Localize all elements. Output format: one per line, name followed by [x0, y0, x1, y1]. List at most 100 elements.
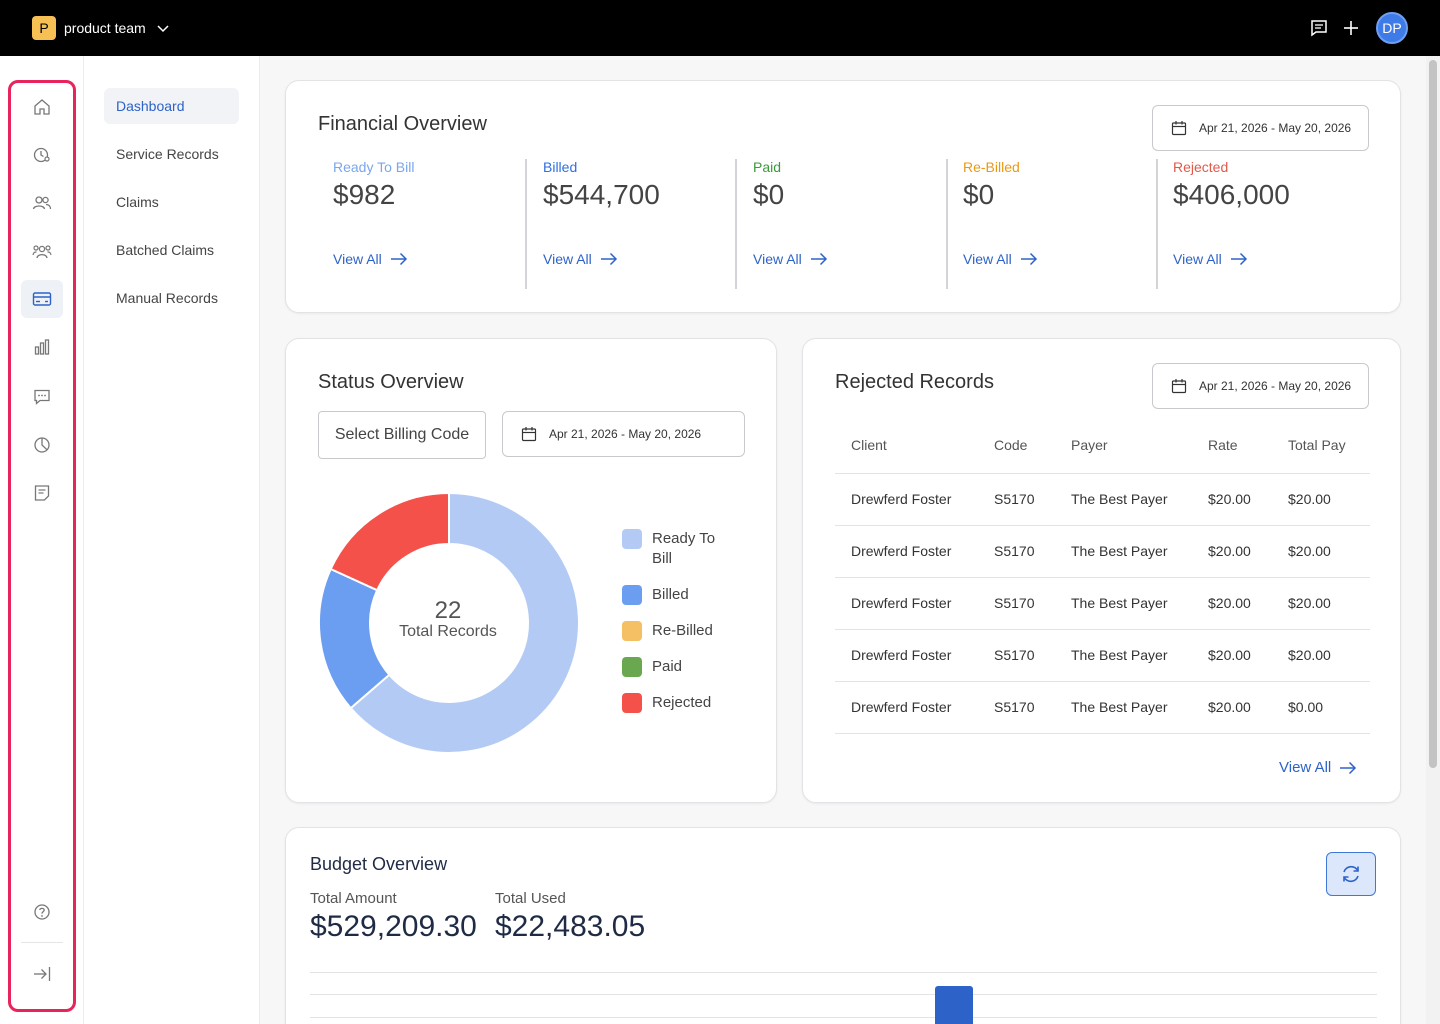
calendar-icon: [521, 427, 537, 442]
arrow-right-icon: [390, 252, 407, 266]
stat-rejected: Rejected $406,000 View All: [1173, 159, 1373, 267]
view-all-link[interactable]: View All: [963, 251, 1038, 267]
subnav-batched-claims[interactable]: Batched Claims: [116, 242, 215, 258]
subnav-claims[interactable]: Claims: [116, 194, 159, 210]
legend-item: Ready To Bill: [622, 529, 732, 569]
cell-payer: The Best Payer: [1055, 681, 1192, 734]
rail-analytics[interactable]: [21, 426, 63, 464]
pie-chart-icon: [34, 437, 50, 453]
legend-item: Billed: [622, 585, 732, 605]
refresh-button[interactable]: [1326, 852, 1376, 896]
rail-messages[interactable]: [21, 378, 63, 416]
rail-team[interactable]: [21, 232, 63, 270]
legend-label: Re-Billed: [652, 622, 713, 639]
arrow-right-icon: [1230, 252, 1247, 266]
view-all-link[interactable]: View All: [1173, 251, 1248, 267]
view-all-link[interactable]: View All: [543, 251, 618, 267]
table-row[interactable]: Drewferd Foster S5170 The Best Payer $20…: [835, 525, 1370, 578]
total-amount-value: $529,209.30: [310, 910, 477, 943]
status-date-range[interactable]: Apr 21, 2026 - May 20, 2026: [502, 411, 745, 457]
budget-overview-card: Budget Overview Total Amount $529,209.30…: [285, 827, 1401, 1024]
stat-label: Re-Billed: [963, 159, 1020, 175]
add-icon[interactable]: [1340, 17, 1362, 39]
billing-code-select[interactable]: Select Billing Code: [318, 411, 486, 459]
cell-code: S5170: [978, 681, 1055, 734]
cell-client: Drewferd Foster: [835, 577, 978, 630]
table-row[interactable]: Drewferd Foster S5170 The Best Payer $20…: [835, 577, 1370, 630]
user-avatar[interactable]: DP: [1376, 12, 1408, 44]
rail-home[interactable]: [21, 88, 63, 126]
rail-clients[interactable]: [21, 184, 63, 222]
cell-total-pay: $0.00: [1272, 681, 1370, 734]
arrow-right-icon: [1340, 761, 1357, 774]
home-icon: [34, 99, 50, 115]
cell-total-pay: $20.00: [1272, 577, 1370, 630]
cell-client: Drewferd Foster: [835, 473, 978, 526]
help-icon: [34, 904, 50, 920]
financial-date-range[interactable]: Apr 21, 2026 - May 20, 2026: [1152, 105, 1369, 151]
rejected-view-all-link[interactable]: View All: [1279, 759, 1357, 776]
rail-notes[interactable]: [21, 474, 63, 512]
cell-code: S5170: [978, 525, 1055, 578]
total-used-label: Total Used: [495, 890, 566, 907]
stat-value: $982: [333, 179, 396, 210]
rejected-date-range[interactable]: Apr 21, 2026 - May 20, 2026: [1152, 363, 1369, 409]
budget-gridline: [310, 1017, 1377, 1018]
legend-swatch: [622, 529, 642, 549]
legend-label: Billed: [652, 586, 689, 603]
cell-payer: The Best Payer: [1055, 473, 1192, 526]
workspace-badge: P: [32, 16, 56, 40]
cell-rate: $20.00: [1192, 577, 1272, 630]
column-header: Total Pay: [1272, 417, 1370, 474]
financial-overview-card: Financial Overview Apr 21, 2026 - May 20…: [285, 80, 1401, 313]
table-row[interactable]: Drewferd Foster S5170 The Best Payer $20…: [835, 681, 1370, 734]
date-range-text: Apr 21, 2026 - May 20, 2026: [1199, 379, 1352, 393]
rejected-records-title: Rejected Records: [835, 371, 994, 393]
stat-re-billed: Re-Billed $0 View All: [963, 159, 1163, 267]
calendar-icon: [1171, 379, 1187, 394]
chat-icon[interactable]: [1308, 17, 1330, 39]
sub-nav: Dashboard Service Records Claims Batched…: [84, 56, 260, 1024]
rail-schedule[interactable]: [21, 136, 63, 174]
rejected-table: Client Code Payer Rate Total Pay Drewfer…: [835, 417, 1370, 734]
subnav-service-records[interactable]: Service Records: [116, 146, 219, 162]
budget-bar: [935, 986, 973, 1024]
cell-code: S5170: [978, 473, 1055, 526]
view-all-link[interactable]: View All: [333, 251, 408, 267]
cell-rate: $20.00: [1192, 473, 1272, 526]
table-header-row: Client Code Payer Rate Total Pay: [835, 417, 1370, 474]
table-row[interactable]: Drewferd Foster S5170 The Best Payer $20…: [835, 629, 1370, 682]
cell-payer: The Best Payer: [1055, 525, 1192, 578]
rail-billing[interactable]: [21, 280, 63, 318]
legend-label: Rejected: [652, 694, 712, 711]
view-all-link[interactable]: View All: [753, 251, 828, 267]
rail-collapse[interactable]: [21, 955, 63, 993]
workspace-switcher[interactable]: P product team: [32, 16, 170, 40]
stat-label: Ready To Bill: [333, 159, 415, 175]
scrollbar-thumb[interactable]: [1429, 60, 1437, 768]
cell-client: Drewferd Foster: [835, 681, 978, 734]
cell-code: S5170: [978, 577, 1055, 630]
stat-billed: Billed $544,700 View All: [543, 159, 743, 267]
cell-rate: $20.00: [1192, 525, 1272, 578]
subnav-manual-records[interactable]: Manual Records: [116, 290, 218, 306]
table-row[interactable]: Drewferd Foster S5170 The Best Payer $20…: [835, 473, 1370, 526]
donut-slice-ready-to-bill[interactable]: [349, 492, 580, 754]
financial-overview-title: Financial Overview: [318, 113, 487, 135]
subnav-dashboard[interactable]: Dashboard: [104, 88, 239, 124]
team-icon: [32, 245, 52, 259]
chevron-down-icon: [157, 25, 169, 33]
column-header: Client: [835, 417, 978, 474]
budget-gridline: [310, 994, 1377, 995]
rail-help[interactable]: [21, 893, 63, 931]
donut-total-label: Total Records: [399, 623, 497, 640]
donut-slice-rejected[interactable]: [329, 492, 450, 592]
rail-reports[interactable]: [21, 328, 63, 366]
page-scrollbar[interactable]: [1426, 56, 1440, 1024]
stat-label: Rejected: [1173, 159, 1229, 175]
arrow-right-icon: [810, 252, 827, 266]
credit-card-icon: [32, 292, 52, 306]
cell-payer: The Best Payer: [1055, 629, 1192, 682]
status-overview-title: Status Overview: [318, 371, 464, 393]
total-amount-label: Total Amount: [310, 890, 397, 907]
